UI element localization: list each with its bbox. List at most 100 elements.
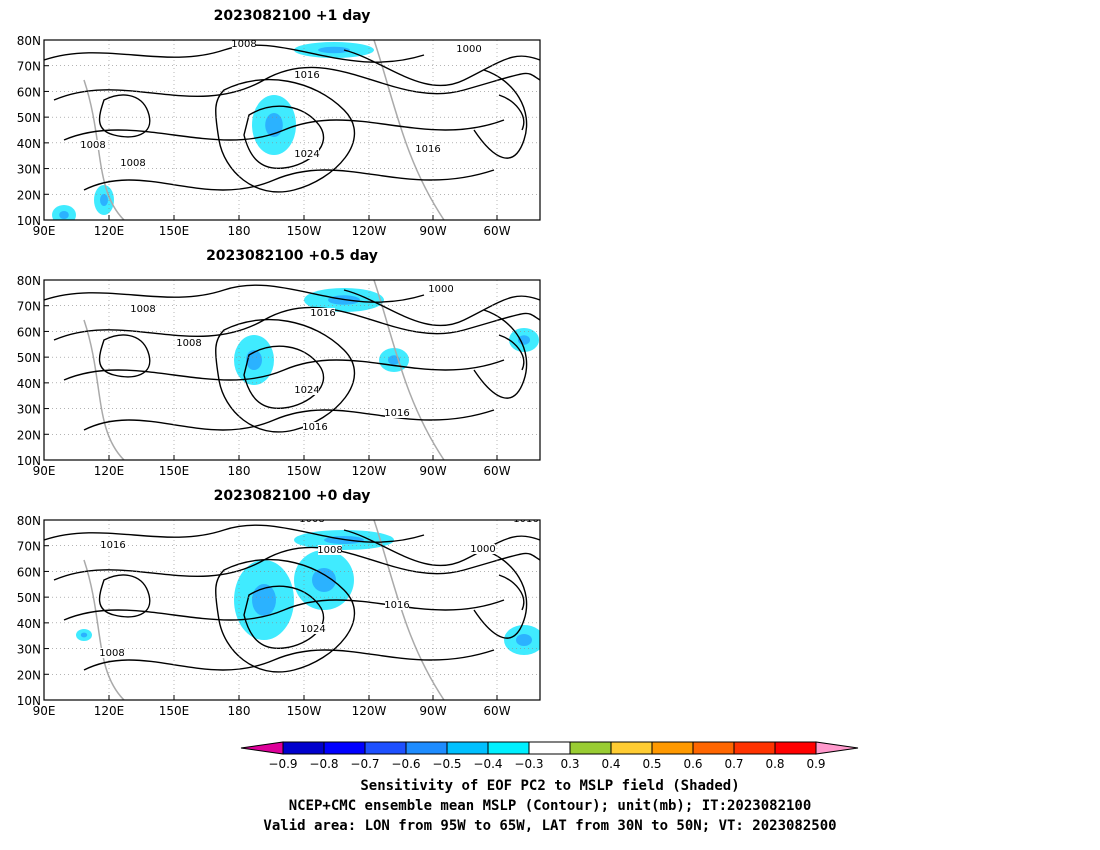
lon-tick-label: 90E — [33, 464, 56, 478]
contour-label-bg — [131, 304, 155, 314]
lat-tick-label: 50N — [17, 591, 41, 605]
contour-label: 1016 — [310, 308, 335, 319]
mslp-contour — [498, 94, 525, 131]
sensitivity-shading-strong — [516, 634, 532, 646]
lon-tick-label: 120E — [94, 704, 125, 718]
lat-tick-label: 10N — [17, 214, 41, 228]
lat-tick-label: 50N — [17, 111, 41, 125]
mslp-contour — [215, 78, 356, 193]
colorbar-label: 0.4 — [601, 757, 620, 771]
contour-label-bg — [100, 648, 124, 658]
lat-tick-label: 60N — [17, 565, 41, 579]
contour-label-bg — [471, 544, 495, 554]
mslp-contour — [44, 44, 425, 63]
lat-tick-label: 70N — [17, 60, 41, 74]
lon-tick-label: 180 — [228, 704, 251, 718]
contour-label: 1008 — [176, 338, 201, 349]
lat-tick-label: 80N — [17, 274, 41, 288]
contour-label-bg — [416, 144, 440, 154]
colorbar-label: −0.8 — [309, 757, 338, 771]
contour-label: 1008 — [130, 304, 155, 315]
mslp-contour — [63, 599, 505, 621]
contour-label-bg — [101, 540, 125, 550]
lat-tick-label: 30N — [17, 163, 41, 177]
contour-label: 1016 — [302, 422, 327, 433]
contour-label-bg — [177, 338, 201, 348]
mslp-contour — [98, 574, 151, 618]
colorbar-segment — [487, 741, 530, 755]
colorbar-segment — [733, 741, 776, 755]
lon-tick-label: 90W — [419, 464, 446, 478]
map-frame — [43, 279, 541, 461]
colorbar-segment — [446, 741, 489, 755]
colorbar-label: 0.6 — [683, 757, 702, 771]
mslp-contour — [63, 119, 505, 141]
colorbar-label: 0.5 — [642, 757, 661, 771]
colorbar-label: 0.3 — [560, 757, 579, 771]
colorbar-label: −0.5 — [432, 757, 461, 771]
mslp-contour — [343, 49, 540, 87]
map-content: 1000 1008 1016 1008 1024 1016 1016 — [44, 280, 540, 460]
sensitivity-shading-strong — [100, 194, 108, 206]
footer-line: Valid area: LON from 95W to 65W, LAT fro… — [263, 818, 836, 834]
lat-tick-label: 40N — [17, 137, 41, 151]
lon-tick-label: 120W — [352, 704, 387, 718]
contour-label-bg — [300, 520, 324, 524]
colorbar-label: −0.3 — [514, 757, 543, 771]
contour-label: 1008 — [80, 140, 105, 151]
lon-tick-label: 120E — [94, 224, 125, 238]
lat-tick-label: 30N — [17, 403, 41, 417]
contour-label: 1000 — [470, 544, 495, 555]
contour-label: 1008 — [120, 158, 145, 169]
lat-tick-label: 50N — [17, 351, 41, 365]
lon-tick-label: 120E — [94, 464, 125, 478]
mslp-contour — [473, 69, 528, 159]
footer-text: Sensitivity of EOF PC2 to MSLP field (Sh… — [263, 778, 836, 834]
mslp-contour — [98, 334, 151, 378]
colorbar-segment — [610, 741, 653, 755]
lat-tick-label: 70N — [17, 300, 41, 314]
lat-tick-label: 80N — [17, 34, 41, 48]
sensitivity-shading-strong — [265, 113, 283, 137]
contour-label-bg — [429, 284, 453, 294]
lat-tick-label: 80N — [17, 514, 41, 528]
lon-tick-label: 90W — [419, 224, 446, 238]
lat-tick-label: 20N — [17, 188, 41, 202]
colorbar-segment — [364, 741, 407, 755]
mslp-contour — [498, 574, 525, 611]
panel-title: 2023082100 +0 day — [214, 488, 371, 504]
contour-label: 1024 — [300, 624, 325, 635]
map-panel: 2023082100 +0 day 1008 1016 1008 1016 1000 101… — [17, 488, 541, 718]
lon-tick-label: 60W — [483, 704, 510, 718]
coastline — [83, 79, 125, 220]
colorbar-segment — [569, 741, 612, 755]
colorbar-segment — [692, 741, 735, 755]
contour-label: 1024 — [294, 385, 319, 396]
contour-label-bg — [385, 600, 409, 610]
colorbar-label: −0.6 — [391, 757, 420, 771]
mslp-contour — [83, 649, 495, 671]
contour-label: 1008 — [317, 545, 342, 556]
colorbar-segment — [651, 741, 694, 755]
contour-label-bg — [121, 158, 145, 168]
map-frame — [43, 519, 541, 701]
mslp-contour — [473, 309, 528, 399]
contour-label-bg — [303, 422, 327, 432]
contour-label-bg — [514, 520, 538, 524]
lon-tick-label: 180 — [228, 224, 251, 238]
lon-tick-label: 150E — [159, 464, 190, 478]
lon-tick-label: 180 — [228, 464, 251, 478]
colorbar-segment — [282, 741, 325, 755]
mslp-contour — [473, 549, 528, 639]
lat-tick-label: 60N — [17, 325, 41, 339]
contour-label-bg — [385, 408, 409, 418]
colorbar-label: −0.4 — [473, 757, 502, 771]
sensitivity-shading-strong — [59, 211, 69, 219]
map-content: 1008 1016 1008 1016 1000 1016 1024 1008 — [44, 520, 540, 700]
contour-label: 1016 — [415, 144, 440, 155]
sensitivity-shading-strong — [252, 584, 276, 616]
